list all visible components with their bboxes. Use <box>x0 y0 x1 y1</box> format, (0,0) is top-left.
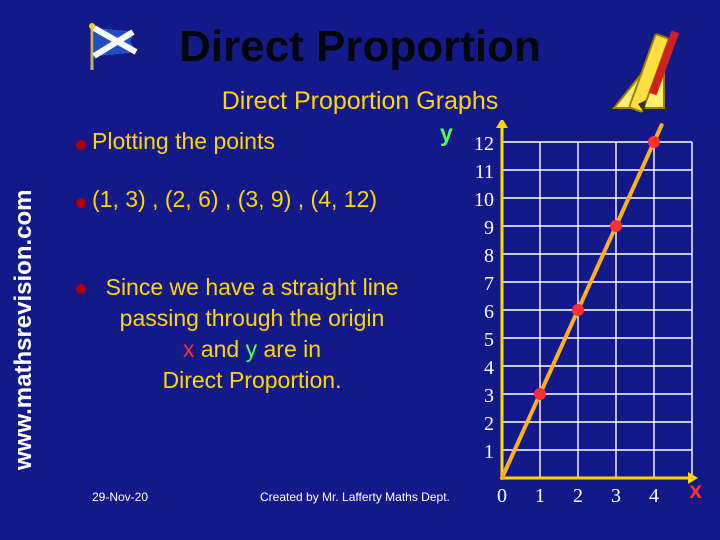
page-subtitle: Direct Proportion Graphs <box>0 87 720 116</box>
svg-text:10: 10 <box>474 189 494 211</box>
body3-line-a: Since we have a straight line <box>106 274 399 300</box>
svg-text:2: 2 <box>484 413 494 435</box>
svg-text:6: 6 <box>484 301 494 323</box>
body3-line-b: passing through the origin <box>120 305 385 331</box>
side-url: www.mathsrevision.com <box>10 189 38 470</box>
proportion-chart: 12345678910111201234 <box>440 120 702 510</box>
svg-text:11: 11 <box>475 161 494 183</box>
svg-text:1: 1 <box>484 441 494 463</box>
body-text-2: (1, 3) , (2, 6) , (3, 9) , (4, 12) <box>92 186 377 213</box>
body-text-3: Since we have a straight line passing th… <box>92 272 412 396</box>
svg-text:3: 3 <box>484 385 494 407</box>
y-axis-label: y <box>440 120 453 147</box>
svg-text:1: 1 <box>535 485 545 507</box>
svg-text:7: 7 <box>484 273 494 295</box>
svg-text:4: 4 <box>484 357 494 379</box>
bullet-icon <box>76 140 86 150</box>
svg-text:12: 12 <box>474 133 494 155</box>
body3-and: and <box>194 336 245 362</box>
svg-text:4: 4 <box>649 485 659 507</box>
body3-y: y <box>246 336 258 362</box>
body3-x: x <box>183 336 195 362</box>
bullet-icon <box>76 198 86 208</box>
svg-text:2: 2 <box>573 485 583 507</box>
body-text-1: Plotting the points <box>92 128 275 155</box>
svg-text:3: 3 <box>611 485 621 507</box>
body3-line-d: Direct Proportion. <box>163 367 342 393</box>
x-axis-label: x <box>689 477 702 504</box>
svg-text:0: 0 <box>497 485 507 507</box>
chart-area: y x 12345678910111201234 <box>440 120 702 510</box>
page-title: Direct Proportion <box>0 22 720 72</box>
footer-date: 29-Nov-20 <box>92 490 148 504</box>
svg-text:8: 8 <box>484 245 494 267</box>
svg-text:5: 5 <box>484 329 494 351</box>
bullet-icon <box>76 284 86 294</box>
body3-arein: are in <box>257 336 321 362</box>
footer-credit: Created by Mr. Lafferty Maths Dept. <box>260 490 450 504</box>
svg-text:9: 9 <box>484 217 494 239</box>
